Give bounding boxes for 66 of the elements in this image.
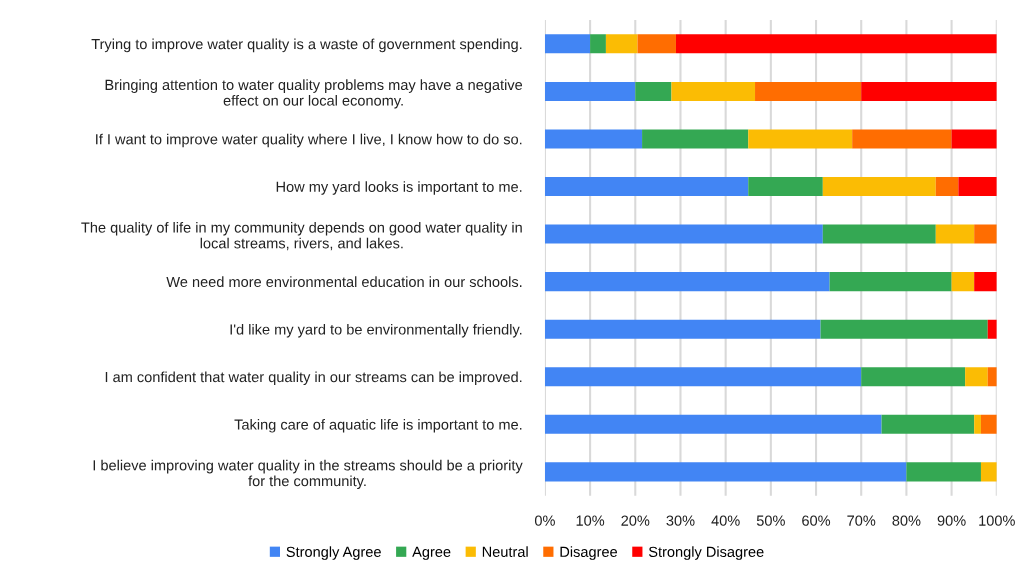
bar bbox=[980, 462, 997, 482]
y-tick-label: We need more environmental education in our schools. bbox=[166, 276, 522, 288]
y-tick-label: The quality of life in my community depends on good water quality in local streams, rivers, and lakes. bbox=[81, 221, 522, 251]
bar bbox=[881, 414, 975, 434]
bar bbox=[861, 367, 966, 387]
bar bbox=[544, 34, 591, 54]
bar bbox=[935, 177, 959, 197]
bar bbox=[935, 224, 975, 244]
x-tick-label: 10% bbox=[576, 515, 605, 526]
bar bbox=[965, 367, 988, 387]
x-tick-label: 90% bbox=[937, 515, 966, 526]
bar bbox=[544, 272, 830, 292]
y-tick-label: I believe improving water quality in the streams should be a priority for the community. bbox=[93, 459, 523, 490]
legend-label: Disagree bbox=[560, 546, 618, 560]
bar bbox=[544, 81, 636, 101]
bar bbox=[861, 81, 997, 101]
bar bbox=[980, 414, 997, 434]
bar bbox=[829, 272, 952, 292]
legend-label: Neutral bbox=[482, 546, 528, 557]
y-tick-label: Trying to improve water quality is a waste of government spending. bbox=[91, 38, 522, 53]
y-tick-label: If I want to improve water quality where I live, I know how to do so. bbox=[96, 133, 522, 148]
bar bbox=[671, 81, 756, 101]
bar bbox=[820, 319, 988, 339]
bar bbox=[635, 81, 672, 101]
x-tick-label: 80% bbox=[892, 515, 921, 526]
x-tick-label: 20% bbox=[621, 515, 650, 526]
bar bbox=[748, 129, 853, 149]
bar bbox=[642, 129, 749, 149]
bar bbox=[544, 414, 882, 434]
bar bbox=[852, 129, 952, 149]
y-tick-label: Bringing attention to water quality problems may have a negative effect on our local economy. bbox=[105, 79, 523, 109]
bar bbox=[605, 34, 638, 54]
bar bbox=[958, 177, 997, 197]
x-tick-label: 50% bbox=[756, 515, 785, 526]
bar bbox=[544, 367, 862, 387]
x-tick-label: 30% bbox=[666, 515, 695, 526]
bar bbox=[822, 224, 936, 244]
y-tick-label: How my yard looks is important to me. bbox=[276, 181, 522, 195]
x-tick-label: 40% bbox=[711, 515, 740, 526]
bar bbox=[544, 129, 643, 149]
bar bbox=[906, 462, 981, 482]
bar bbox=[974, 224, 997, 244]
x-tick-label: 0% bbox=[534, 515, 555, 526]
bar bbox=[544, 177, 749, 197]
bar bbox=[675, 34, 997, 54]
legend-label: Strongly Agree bbox=[286, 546, 381, 560]
bar bbox=[590, 34, 606, 54]
bar bbox=[544, 224, 823, 244]
bar bbox=[544, 319, 821, 339]
legend-label: Agree bbox=[412, 546, 451, 560]
y-tick-label: I'd like my yard to be environmentally friendly. bbox=[230, 323, 522, 338]
y-tick-label: I am confident that water quality in our streams can be improved. bbox=[105, 371, 522, 386]
x-tick-label: 60% bbox=[802, 515, 831, 526]
legend-label: Strongly Disagree bbox=[648, 546, 764, 560]
bar bbox=[637, 34, 676, 54]
x-tick-label: 100% bbox=[979, 515, 1015, 526]
bar bbox=[822, 177, 936, 197]
bar bbox=[951, 272, 975, 292]
y-tick-label: Taking care of aquatic life is important to me. bbox=[234, 419, 522, 433]
bar bbox=[951, 129, 997, 149]
bar bbox=[974, 272, 997, 292]
x-tick-label: 70% bbox=[847, 515, 876, 526]
bar bbox=[974, 414, 981, 434]
bar bbox=[748, 177, 823, 197]
bar bbox=[755, 81, 862, 101]
bar bbox=[544, 462, 907, 482]
